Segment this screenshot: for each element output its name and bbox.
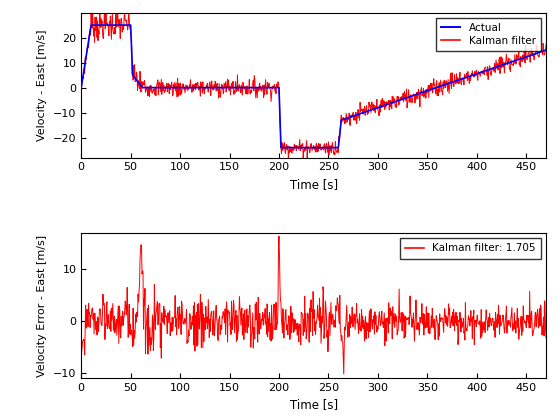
X-axis label: Time [s]: Time [s] bbox=[290, 399, 338, 412]
Legend: Kalman filter: 1.705: Kalman filter: 1.705 bbox=[400, 238, 541, 259]
X-axis label: Time [s]: Time [s] bbox=[290, 178, 338, 191]
Legend: Actual, Kalman filter: Actual, Kalman filter bbox=[436, 18, 541, 51]
Y-axis label: Velocity - East [m/s]: Velocity - East [m/s] bbox=[38, 29, 47, 141]
Y-axis label: Velocity Error - East [m/s]: Velocity Error - East [m/s] bbox=[38, 234, 48, 377]
